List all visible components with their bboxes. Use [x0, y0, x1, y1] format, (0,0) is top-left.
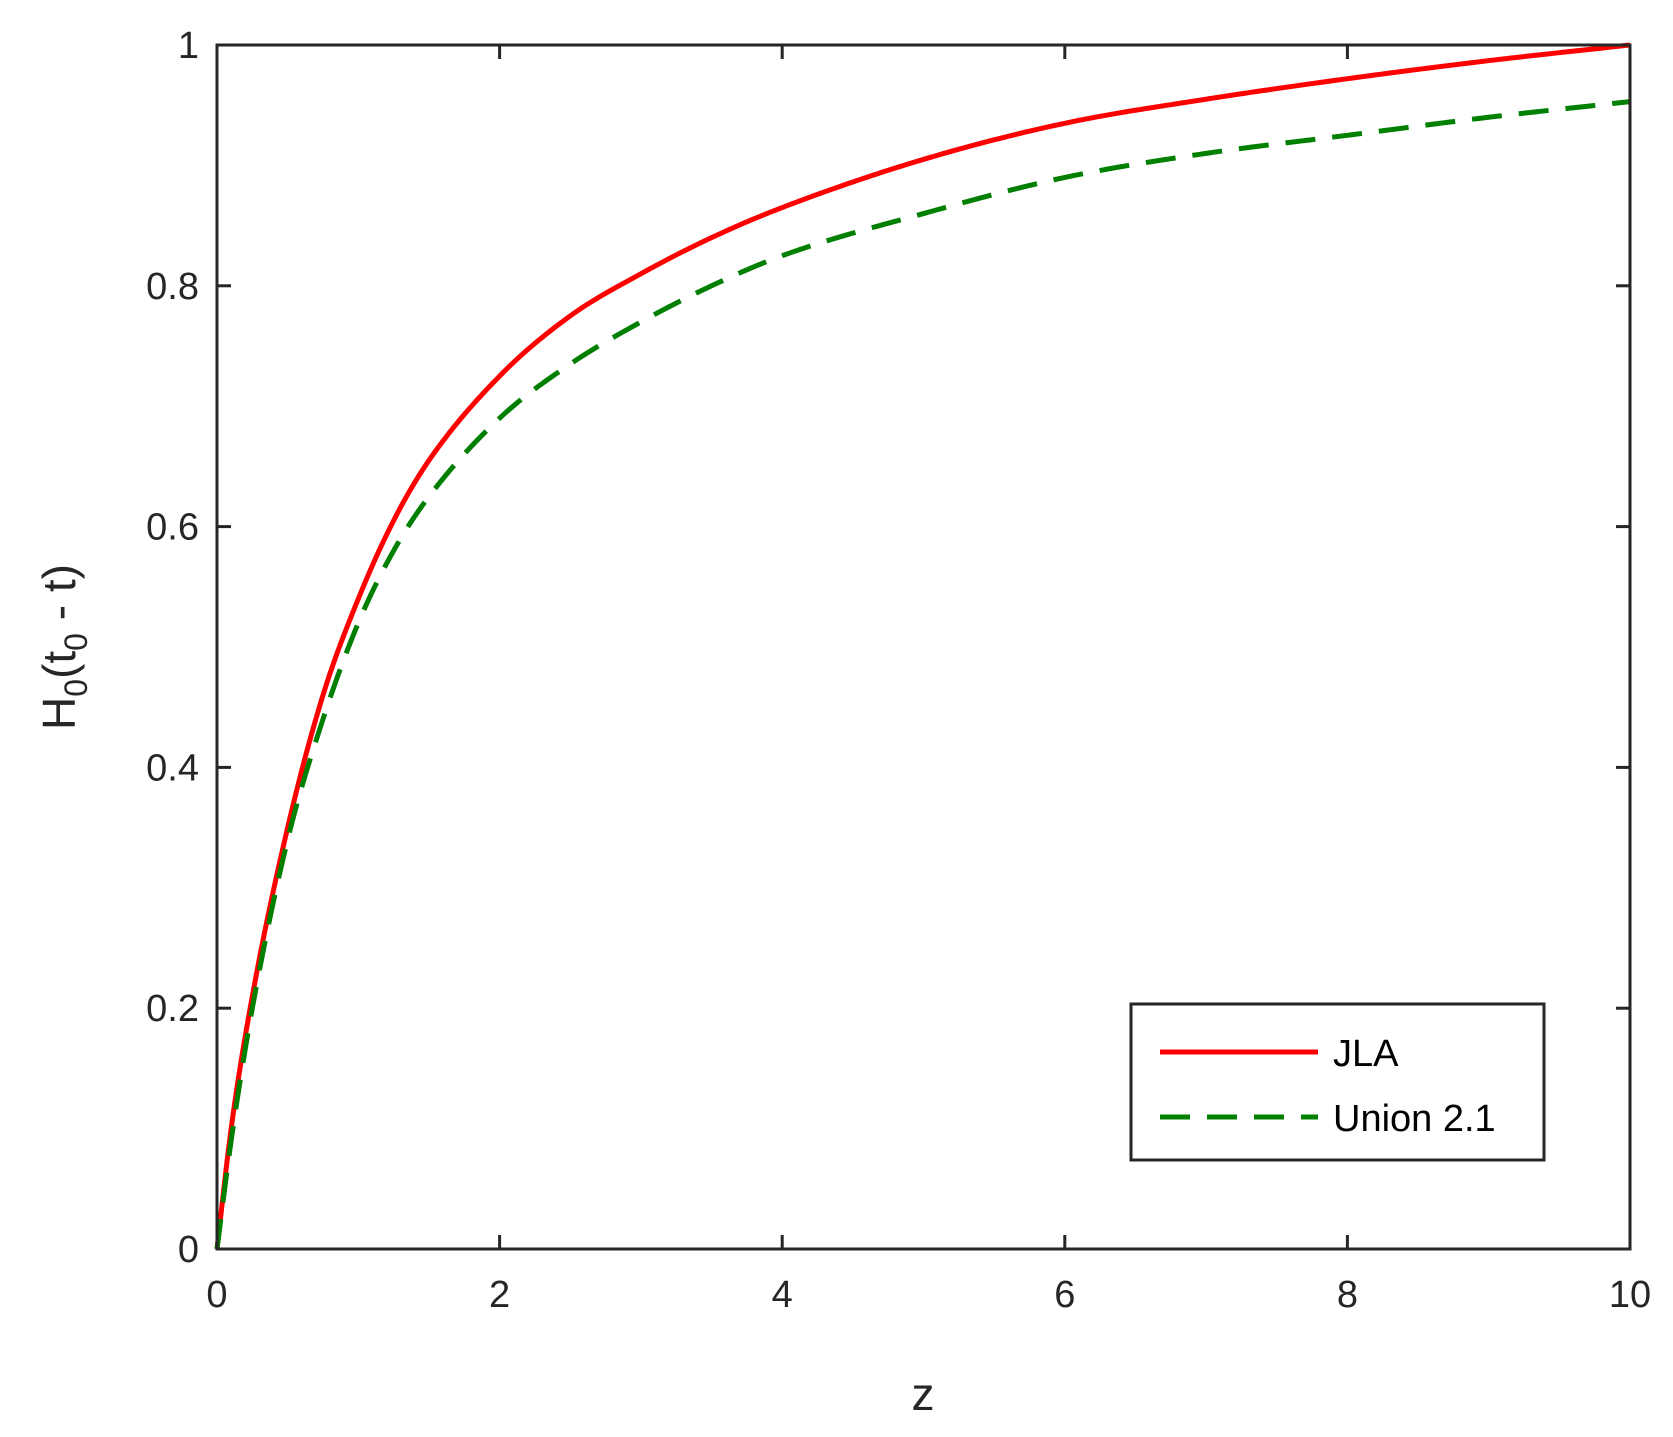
x-axis-label: z [912, 1368, 935, 1420]
y-axis-label-middle: (t [33, 651, 85, 679]
series-line-jla [214, 42, 1631, 1250]
y-tick-label: 0.4 [146, 747, 199, 789]
y-axis-label: H0(t0 - t) [33, 564, 94, 730]
legend-box [1129, 1002, 1546, 1162]
y-axis-ticks: 0 0.2 0.4 0.6 0.8 1 [146, 25, 1630, 1271]
y-axis-label-main: H [33, 697, 85, 730]
legend-label-union-2-1: Union 2.1 [1333, 1098, 1496, 1140]
y-tick-label: 0.2 [146, 988, 199, 1030]
series-line-union-2-1 [214, 99, 1631, 1250]
plot-frame [215, 43, 1632, 1251]
legend: JLA Union 2.1 [1129, 1002, 1546, 1162]
x-tick-label: 8 [1337, 1274, 1358, 1316]
series-layer [214, 42, 1631, 1250]
x-tick-label: 2 [489, 1274, 510, 1316]
x-tick-label: 10 [1609, 1274, 1651, 1316]
y-tick-label: 0.6 [146, 507, 199, 549]
x-tick-label: 0 [206, 1274, 227, 1316]
x-tick-label: 6 [1054, 1274, 1075, 1316]
y-axis-label-subscript-1: 0 [58, 679, 94, 697]
legend-label-jla: JLA [1333, 1033, 1399, 1075]
y-tick-label: 0 [178, 1229, 199, 1271]
y-axis-label-end: - t) [33, 564, 85, 633]
x-tick-label: 4 [772, 1274, 793, 1316]
y-tick-label: 1 [178, 25, 199, 67]
y-axis-label-subscript-2: 0 [58, 633, 94, 651]
y-tick-label: 0.8 [146, 266, 199, 308]
